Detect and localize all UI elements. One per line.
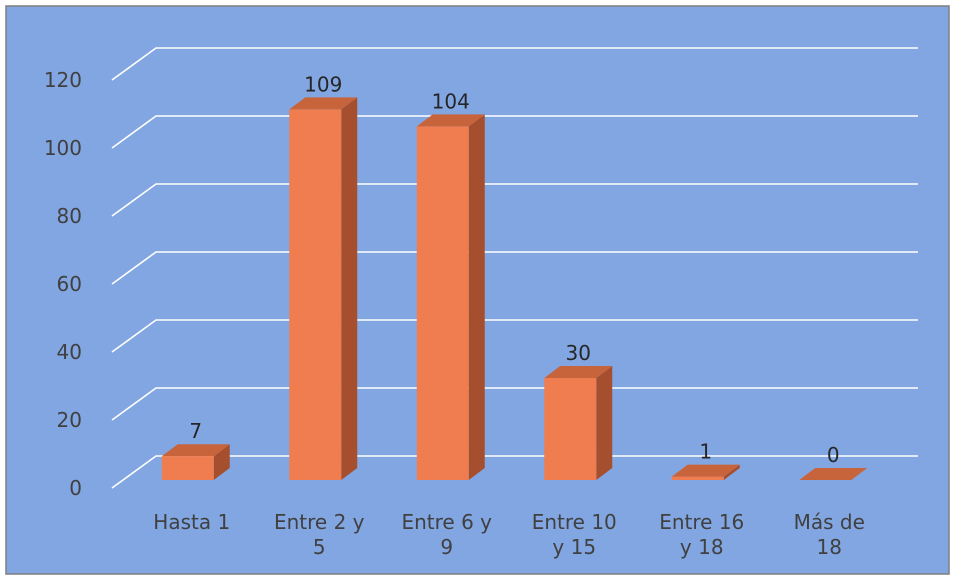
y-tick-label: 120 <box>44 68 82 92</box>
gridline <box>111 47 918 81</box>
data-label: 109 <box>304 72 342 96</box>
y-tick-label: 20 <box>57 408 82 432</box>
x-tick-label-line: y 18 <box>680 535 724 559</box>
data-label: 0 <box>827 443 840 467</box>
gridline <box>111 455 918 489</box>
x-tick-label-line: Entre 16 <box>659 510 744 534</box>
bar <box>161 456 214 480</box>
gridline <box>111 251 918 285</box>
x-tick-label-line: y 15 <box>552 535 596 559</box>
bar <box>416 126 469 481</box>
bar-side <box>723 464 740 480</box>
bar-top <box>289 97 358 110</box>
bar <box>671 476 724 480</box>
bar-top <box>799 468 868 480</box>
y-tick-label: 60 <box>57 272 82 296</box>
gridline <box>111 387 918 421</box>
bar-top <box>161 444 230 457</box>
bar-top <box>416 114 485 127</box>
bar-side <box>468 114 485 481</box>
bar-top <box>671 464 740 477</box>
x-tick-label-line: 9 <box>440 535 453 559</box>
x-tick-label: Más de 18 <box>794 510 865 559</box>
data-label: 30 <box>566 341 591 365</box>
bar-side <box>596 366 613 480</box>
x-tick-label-line: 18 <box>817 535 842 559</box>
data-label: 104 <box>432 89 470 113</box>
bar-side <box>341 97 358 481</box>
data-label: 7 <box>189 419 202 443</box>
x-tick-label: Entre 16 y 18 <box>659 510 744 559</box>
x-tick-label: Entre 10 y 15 <box>532 510 617 559</box>
x-tick-label-line: Más de <box>794 510 865 534</box>
x-tick-label-line: Entre 10 <box>532 510 617 534</box>
y-tick-label: 40 <box>57 340 82 364</box>
y-tick-label: 100 <box>44 136 82 160</box>
gridline <box>111 183 918 217</box>
x-tick-label-line: Entre 6 y <box>401 510 492 534</box>
gridline <box>111 115 918 149</box>
y-tick-label: 0 <box>69 476 82 500</box>
x-tick-label: Hasta 1 <box>153 510 230 534</box>
bar-side <box>213 444 230 480</box>
bar <box>289 109 342 481</box>
y-tick-label: 80 <box>57 204 82 228</box>
gridline <box>111 319 918 353</box>
x-tick-label-line: 5 <box>313 535 326 559</box>
data-label: 1 <box>699 440 712 464</box>
bar <box>544 378 597 480</box>
x-tick-label-line: Hasta 1 <box>153 510 230 534</box>
bar-top <box>544 366 613 378</box>
x-tick-label-line: Entre 2 y <box>274 510 365 534</box>
